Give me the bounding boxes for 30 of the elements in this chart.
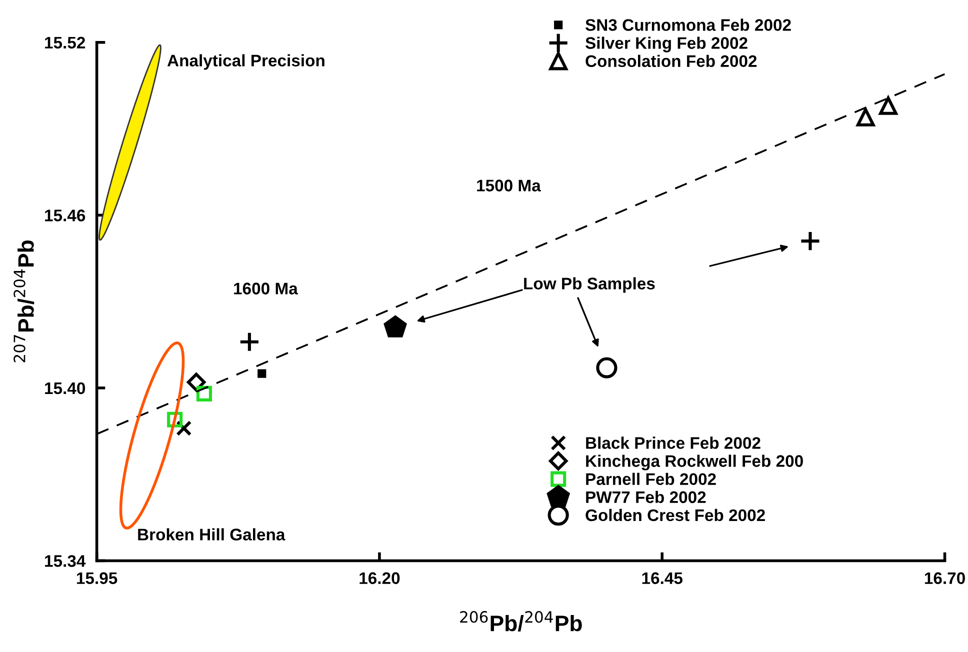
point — [879, 96, 898, 115]
legend-label: Kinchega Rockwell Feb 200 — [586, 454, 803, 470]
y-tick-label: 15.40 — [45, 382, 86, 394]
x-tick-label: 16.45 — [642, 572, 683, 584]
point — [238, 331, 260, 352]
x-tick-label: 16.70 — [924, 572, 965, 584]
annotation: Low Pb Samples — [524, 277, 655, 293]
y-tick-label: 15.52 — [45, 36, 86, 49]
x-tick-label: 16.20 — [360, 572, 400, 584]
legend-label: Silver King Feb 2002 — [585, 36, 748, 52]
y-tick-label: 15.34 — [45, 555, 86, 567]
point — [258, 369, 266, 378]
point — [800, 230, 821, 252]
legend-label: Consolation Feb 2002 — [586, 54, 757, 68]
x-tick-label: 15.95 — [77, 572, 118, 584]
legend-label: Black Prince Feb 2002 — [586, 436, 760, 449]
annotation: 1600 Ma — [234, 282, 298, 294]
legend-label: Golden Crest Feb 2002 — [586, 508, 765, 522]
y-tick-label: 15.46 — [45, 210, 86, 222]
point — [384, 316, 407, 338]
legend-label: SN3 Curnomona Feb 2002 — [585, 18, 791, 31]
point — [856, 108, 875, 126]
annotation: Analytical Precision — [167, 54, 324, 70]
annotation: 1500 Ma — [477, 180, 541, 192]
point — [596, 357, 618, 378]
x-axis-title: $^{206}$Pb/$^{204}$Pb — [460, 611, 582, 632]
y-axis-title: $^{207}$Pb/$^{204}$Pb — [14, 240, 34, 362]
annotation: Broken Hill Galena — [138, 528, 286, 540]
legend-label: PW77 Feb 2002 — [586, 490, 706, 504]
legend-label: Parnell Feb 2002 — [586, 472, 716, 486]
